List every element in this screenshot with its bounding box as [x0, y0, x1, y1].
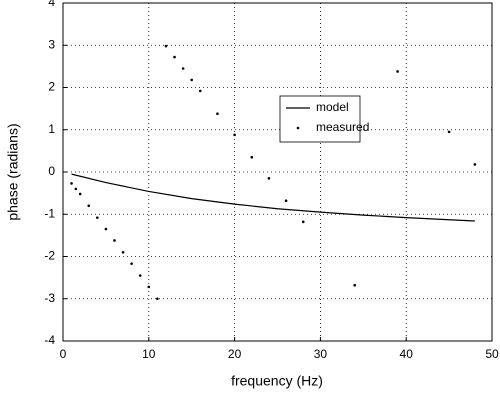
data-point — [156, 297, 159, 301]
data-point — [216, 112, 219, 115]
legend-marker — [296, 126, 300, 130]
data-point — [104, 227, 108, 231]
y-tick-label: -1 — [44, 206, 55, 220]
x-axis-label: frequency (Hz) — [231, 373, 323, 389]
y-tick-label: -3 — [44, 291, 55, 305]
data-point — [250, 155, 254, 159]
data-point — [173, 55, 176, 59]
data-point — [198, 89, 202, 93]
legend-label: measured — [316, 120, 369, 134]
data-point — [164, 44, 168, 48]
plot-frame — [62, 2, 493, 342]
data-point — [396, 70, 399, 73]
x-tick-label: 30 — [314, 347, 328, 361]
y-tick-label: -2 — [44, 249, 55, 263]
y-tick-label: 2 — [48, 80, 55, 94]
data-point — [138, 274, 142, 277]
legend-label: model — [316, 100, 349, 114]
x-tick-label: 50 — [485, 347, 499, 361]
data-point — [130, 262, 133, 265]
data-point — [78, 192, 82, 196]
data-point — [473, 163, 477, 166]
data-line — [71, 173, 475, 222]
y-tick-label: 0 — [48, 164, 55, 178]
data-point — [74, 187, 78, 191]
x-tick-label: 0 — [60, 347, 67, 361]
y-tick-label: 1 — [48, 122, 55, 136]
data-point — [87, 204, 91, 208]
data-point — [301, 220, 305, 224]
data-point — [181, 67, 185, 70]
x-tick-label: 40 — [400, 347, 414, 361]
data-point — [233, 133, 236, 137]
legend-box — [279, 95, 361, 143]
data-point — [96, 216, 99, 219]
data-point — [147, 285, 151, 289]
y-axis-label: phase (radians) — [5, 123, 21, 220]
y-tick-label: 4 — [48, 0, 55, 9]
data-point — [267, 177, 271, 180]
y-tick-label: -4 — [44, 333, 55, 347]
data-point — [447, 130, 451, 134]
data-point — [113, 239, 116, 242]
y-tick-label: 3 — [48, 37, 55, 51]
x-tick-label: 20 — [228, 347, 242, 361]
data-point — [284, 199, 288, 203]
data-point — [353, 283, 357, 287]
data-point — [190, 78, 193, 82]
data-point — [121, 250, 125, 254]
data-point — [70, 182, 73, 185]
x-tick-label: 10 — [142, 347, 156, 361]
